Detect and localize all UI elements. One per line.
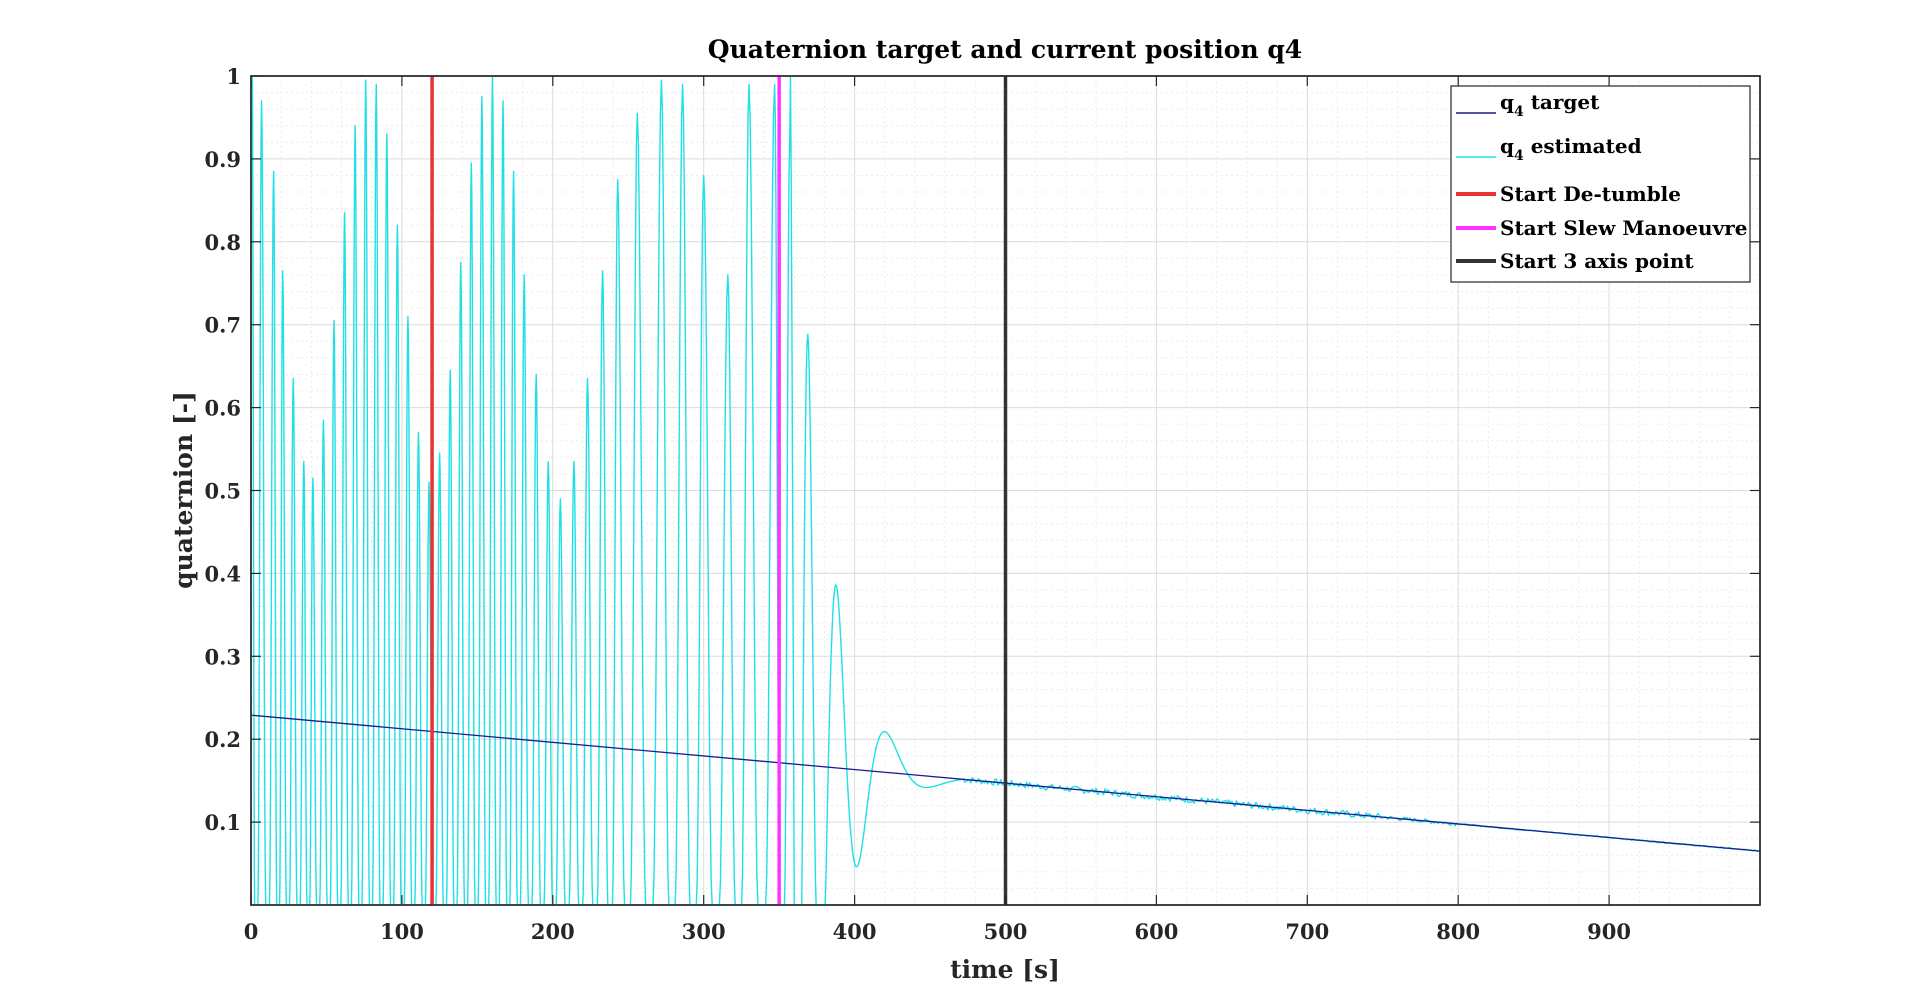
y-tick-label: 0.5 xyxy=(204,479,241,504)
y-tick-label: 0.1 xyxy=(204,810,241,835)
legend-label-q4-estimated-base: q xyxy=(1500,134,1514,158)
x-tick-labels: 0 100 200 300 400 500 600 700 800 900 xyxy=(244,919,1631,944)
x-tick-label: 500 xyxy=(984,919,1028,944)
y-tick-label: 0.7 xyxy=(204,313,241,338)
x-tick-label: 800 xyxy=(1436,919,1480,944)
event-lines xyxy=(430,76,1008,905)
legend-box xyxy=(1450,85,1751,283)
x-tick-label: 400 xyxy=(833,919,877,944)
y-tick-labels: 0.1 0.2 0.3 0.4 0.5 0.6 0.7 0.8 0.9 1 xyxy=(204,64,241,835)
x-tick-label: 100 xyxy=(380,919,424,944)
legend-label-slew: Start Slew Manoeuvre xyxy=(1500,216,1747,240)
y-tick-label: 1 xyxy=(226,64,241,89)
x-tick-label: 0 xyxy=(244,919,259,944)
x-tick-label: 300 xyxy=(682,919,726,944)
y-tick-label: 0.2 xyxy=(204,727,241,752)
series-line-q4-estimated xyxy=(250,75,1761,906)
legend-label-3-axis: Start 3 axis point xyxy=(1500,249,1694,273)
x-tick-label: 900 xyxy=(1587,919,1631,944)
y-tick-label: 0.4 xyxy=(204,561,241,586)
legend-label-de-tumble: Start De-tumble xyxy=(1500,182,1681,206)
axes-frame xyxy=(250,75,1761,906)
legend: q4 target q4 estimated Start De-tumble S… xyxy=(1450,85,1751,283)
legend-label-q4-target: q4 target xyxy=(1500,90,1600,120)
legend-label-q4-target-base: q xyxy=(1500,90,1514,114)
y-tick-label: 0.3 xyxy=(204,644,241,669)
y-tick-label: 0.6 xyxy=(204,396,241,421)
x-tick-label: 600 xyxy=(1134,919,1178,944)
x-axis-label: time [s] xyxy=(950,955,1060,984)
chart-title: Quaternion target and current position q… xyxy=(708,35,1302,64)
y-axis-label: quaternion [-] xyxy=(169,391,198,589)
y-tick-label: 0.9 xyxy=(204,147,241,172)
legend-label-q4-estimated: q4 estimated xyxy=(1500,134,1642,164)
x-tick-label: 700 xyxy=(1285,919,1329,944)
legend-label-q4-estimated-sub: 4 xyxy=(1514,148,1524,164)
legend-label-q4-target-rest: target xyxy=(1524,90,1600,114)
x-tick-label: 200 xyxy=(531,919,575,944)
y-tick-label: 0.8 xyxy=(204,230,241,255)
legend-label-q4-target-sub: 4 xyxy=(1514,104,1524,120)
legend-label-q4-estimated-rest: estimated xyxy=(1524,134,1642,158)
